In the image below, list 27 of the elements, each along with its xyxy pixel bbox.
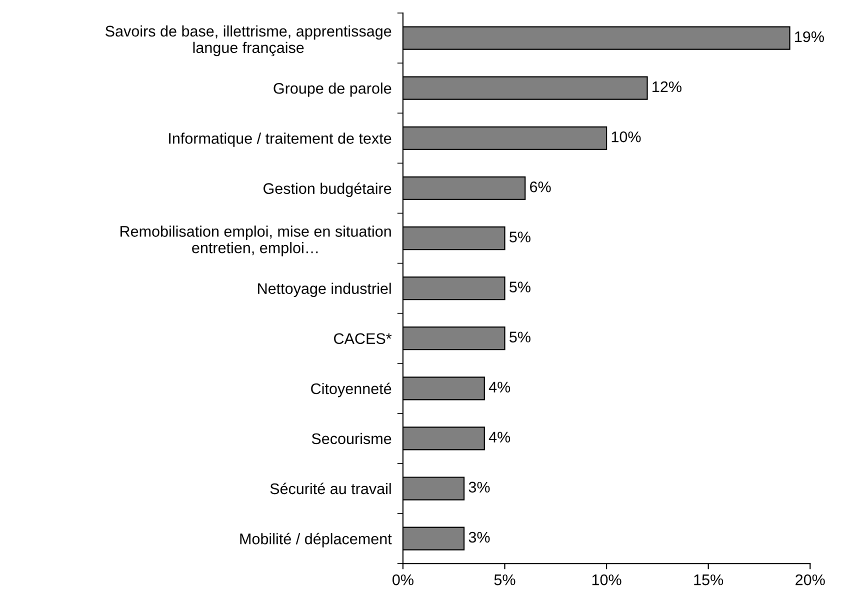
data-label: 5%: [510, 282, 530, 292]
data-label: 4%: [488, 382, 510, 392]
x-tick-label: 5%: [494, 574, 516, 586]
y-tick-label: Mobilité / déplacement: [240, 532, 392, 548]
x-tick-label: 10%: [592, 574, 622, 586]
y-tick-label: Informatique / traitement de texte: [169, 132, 392, 147]
x-tick-label: 15%: [694, 574, 724, 586]
y-tick-label: CACES*: [334, 333, 392, 344]
x-tick-label: 0%: [392, 574, 414, 586]
data-label: 3%: [468, 532, 490, 543]
y-tick-label: Secourisme: [312, 432, 392, 444]
data-label: 5%: [510, 332, 530, 342]
data-label: 4%: [488, 432, 510, 442]
data-label: 10%: [612, 131, 641, 142]
x-tick-label: 20%: [796, 574, 825, 586]
y-tick-label: Groupe de parole: [274, 82, 392, 97]
y-tick-label: Citoyenneté: [311, 382, 392, 398]
y-tick-label: Nettoyage industriel: [258, 282, 391, 298]
y-tick-label: Gestion budgétaire: [264, 182, 392, 197]
data-label: 6%: [530, 181, 551, 192]
data-label: 12%: [652, 81, 682, 92]
data-label: 19%: [795, 31, 824, 42]
y-tick-label: Savoirs de base, illettrisme, apprentissage langue française: [106, 25, 392, 56]
data-label: 5%: [510, 232, 530, 242]
data-label: 3%: [468, 482, 490, 493]
y-tick-label: Remobilisation emploi, mise en situation entretien, emploi…: [120, 226, 391, 256]
y-tick-label: Sécurité au travail: [270, 482, 391, 494]
